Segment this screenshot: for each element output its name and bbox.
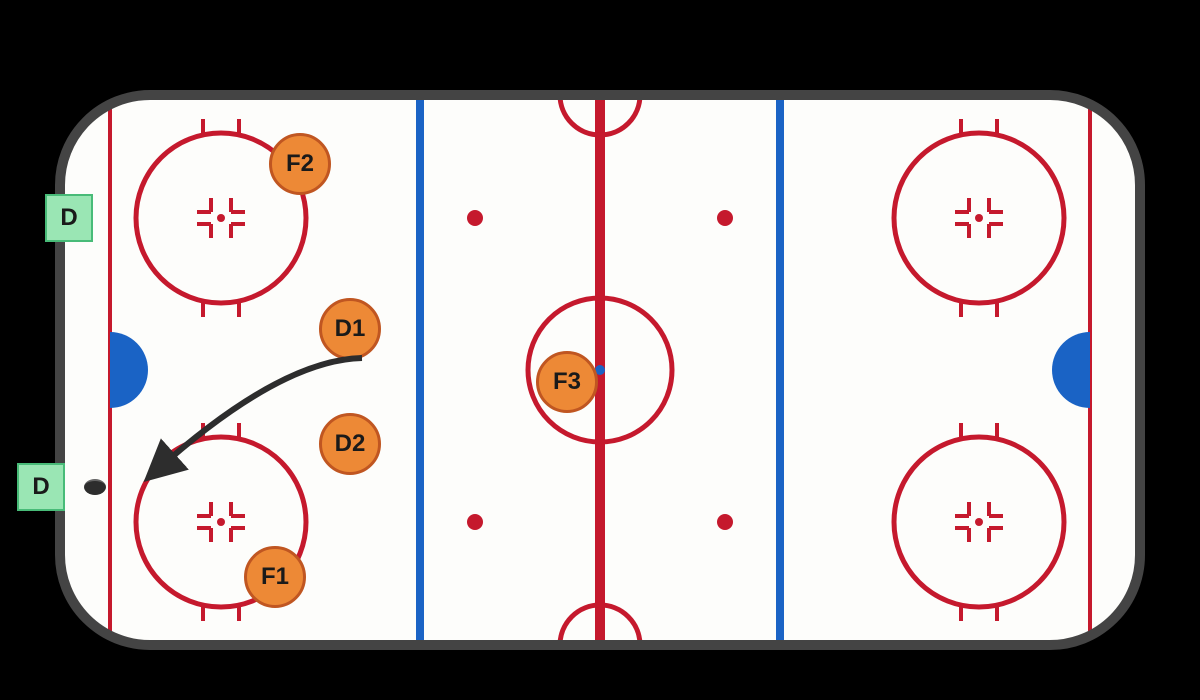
player-D1: D1 (319, 298, 381, 360)
opponent-D-top: D (45, 194, 93, 242)
neutral-dot-1 (467, 514, 483, 530)
opponent-label: D (60, 204, 77, 232)
rink-container: F2D1D2F1F3 DD (55, 90, 1145, 650)
neutral-dot-2 (717, 210, 733, 226)
hockey-rink (55, 90, 1145, 650)
opponent-D-bot: D (17, 463, 65, 511)
player-label: F2 (286, 150, 314, 178)
player-D2: D2 (319, 413, 381, 475)
player-F1: F1 (244, 546, 306, 608)
neutral-dot-3 (717, 514, 733, 530)
player-label: F1 (261, 563, 289, 591)
puck (84, 479, 106, 495)
player-label: D1 (335, 315, 366, 343)
player-F3: F3 (536, 351, 598, 413)
opponent-label: D (32, 473, 49, 501)
player-F2: F2 (269, 133, 331, 195)
player-label: D2 (335, 430, 366, 458)
neutral-dot-0 (467, 210, 483, 226)
player-label: F3 (553, 368, 581, 396)
